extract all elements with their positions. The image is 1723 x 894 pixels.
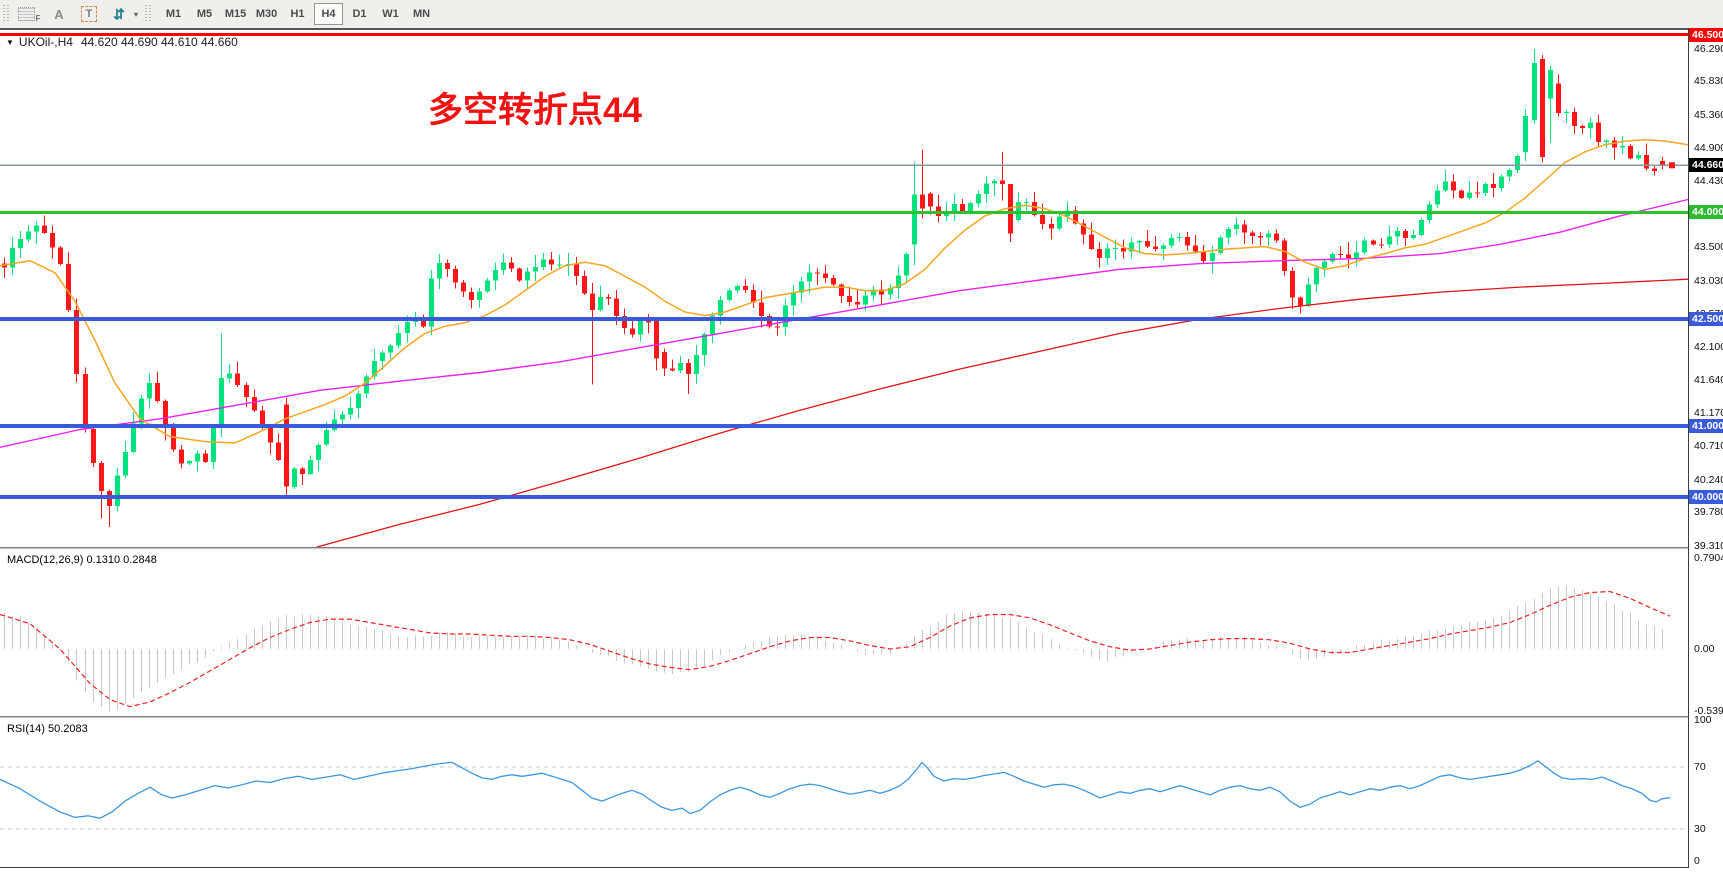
price-axis-label-43.030: 43.030 (1689, 274, 1723, 288)
timeframe-button-M5[interactable]: M5 (196, 8, 213, 20)
rsi-label: RSI(14) 50.2083 (7, 723, 88, 735)
price-axis-label-44.000: 44.000 (1689, 205, 1723, 220)
price-axis-label-41.170: 41.170 (1689, 407, 1723, 421)
price-axis-label-44.430: 44.430 (1689, 175, 1723, 189)
timeframe-button-M30[interactable]: M30 (255, 8, 278, 20)
price-axis-label-44.900: 44.900 (1689, 141, 1723, 155)
price-axis-label-40.240: 40.240 (1689, 473, 1723, 487)
timeframe-button-H1[interactable]: H1 (290, 8, 305, 20)
macd-label: MACD(12,26,9) 0.1310 0.2848 (7, 554, 157, 566)
price-axis-label-39.780: 39.780 (1689, 506, 1723, 520)
price-axis-label-41.000: 41.000 (1689, 418, 1723, 433)
price-axis[interactable]: 46.29045.83045.36044.90044.43043.96043.5… (1688, 28, 1723, 868)
price-axis-label-42.100: 42.100 (1689, 341, 1723, 355)
macd-axis-label-0.7904: 0.7904 (1689, 551, 1723, 565)
timeframe-button-M15[interactable]: M15 (224, 8, 247, 20)
dropdown-caret-icon[interactable]: ▾ (134, 9, 139, 19)
chart-shift-icon[interactable]: F (17, 3, 41, 25)
pane-splitter-macd[interactable] (0, 547, 1723, 550)
rsi-pane[interactable]: RSI(14) 50.2083 (0, 719, 1689, 868)
grid-f-letter: F (35, 13, 41, 23)
price-axis-label-46.500: 46.500 (1689, 28, 1723, 42)
timeframe-button-W1[interactable]: W1 (382, 8, 399, 20)
chart-ohlc-values: 44.620 44.690 44.610 44.660 (80, 35, 238, 49)
text-box-letter: T (81, 6, 97, 22)
chart-title: ▼ UKOil-,H4 44.620 44.690 44.610 44.660 (6, 35, 238, 49)
price-axis-label-42.500: 42.500 (1689, 312, 1723, 327)
timeframe-toolbar: M1 M5 M15 M30 H1 H4 D1 W1 MN (158, 0, 437, 28)
price-axis-label-46.290: 46.290 (1689, 42, 1723, 56)
toolbar: F A T ⇵ ▾ M1 M5 M15 M30 H1 H4 D1 W1 MN (0, 0, 1723, 29)
text-box-icon[interactable]: T (77, 3, 101, 25)
price-axis-label-45.360: 45.360 (1689, 108, 1723, 122)
price-axis-label-40.710: 40.710 (1689, 440, 1723, 454)
macd-chart[interactable] (0, 550, 1689, 716)
timeframe-button-H4[interactable]: H4 (314, 3, 344, 25)
rsi-axis-label-30: 30 (1689, 822, 1723, 836)
grid-icon (17, 7, 35, 21)
timeframe-toolbar-grip[interactable] (145, 5, 153, 23)
timeframe-button-D1[interactable]: D1 (352, 8, 367, 20)
toolbar-grip[interactable] (3, 5, 10, 23)
arrow-tool-icon[interactable]: ⇵ (107, 3, 131, 25)
rsi-chart[interactable] (0, 719, 1689, 867)
pane-splitter-rsi[interactable] (0, 716, 1723, 719)
price-axis-label-39.310: 39.310 (1689, 539, 1723, 553)
price-chart-pane[interactable]: ▼ UKOil-,H4 44.620 44.690 44.610 44.660 多空… (0, 30, 1689, 547)
price-axis-label-43.500: 43.500 (1689, 241, 1723, 255)
price-axis-label-44.660: 44.660 (1689, 158, 1723, 173)
chart-menu-caret-icon[interactable]: ▼ (6, 38, 14, 47)
macd-axis-label-0.00: 0.00 (1689, 642, 1723, 656)
text-label-icon[interactable]: A (54, 6, 64, 22)
macd-pane[interactable]: MACD(12,26,9) 0.1310 0.2848 (0, 550, 1689, 716)
arrows-glyph: ⇵ (113, 5, 125, 22)
rsi-axis-label-0: 0 (1689, 854, 1723, 868)
chart-window: ▼ UKOil-,H4 44.620 44.690 44.610 44.660 多空… (0, 28, 1723, 894)
rsi-axis-label-100: 100 (1689, 714, 1723, 727)
price-axis-label-41.640: 41.640 (1689, 373, 1723, 387)
timeframe-button-M1[interactable]: M1 (165, 8, 182, 20)
price-axis-label-40.000: 40.000 (1689, 490, 1723, 505)
rsi-axis-label-70: 70 (1689, 760, 1723, 774)
candlestick-chart[interactable] (0, 30, 1689, 547)
timeframe-button-MN[interactable]: MN (412, 8, 431, 20)
chart-symbol-timeframe: UKOil-,H4 (18, 35, 73, 49)
annotation-text: 多空转折点44 (428, 91, 642, 130)
price-axis-label-45.830: 45.830 (1689, 75, 1723, 89)
